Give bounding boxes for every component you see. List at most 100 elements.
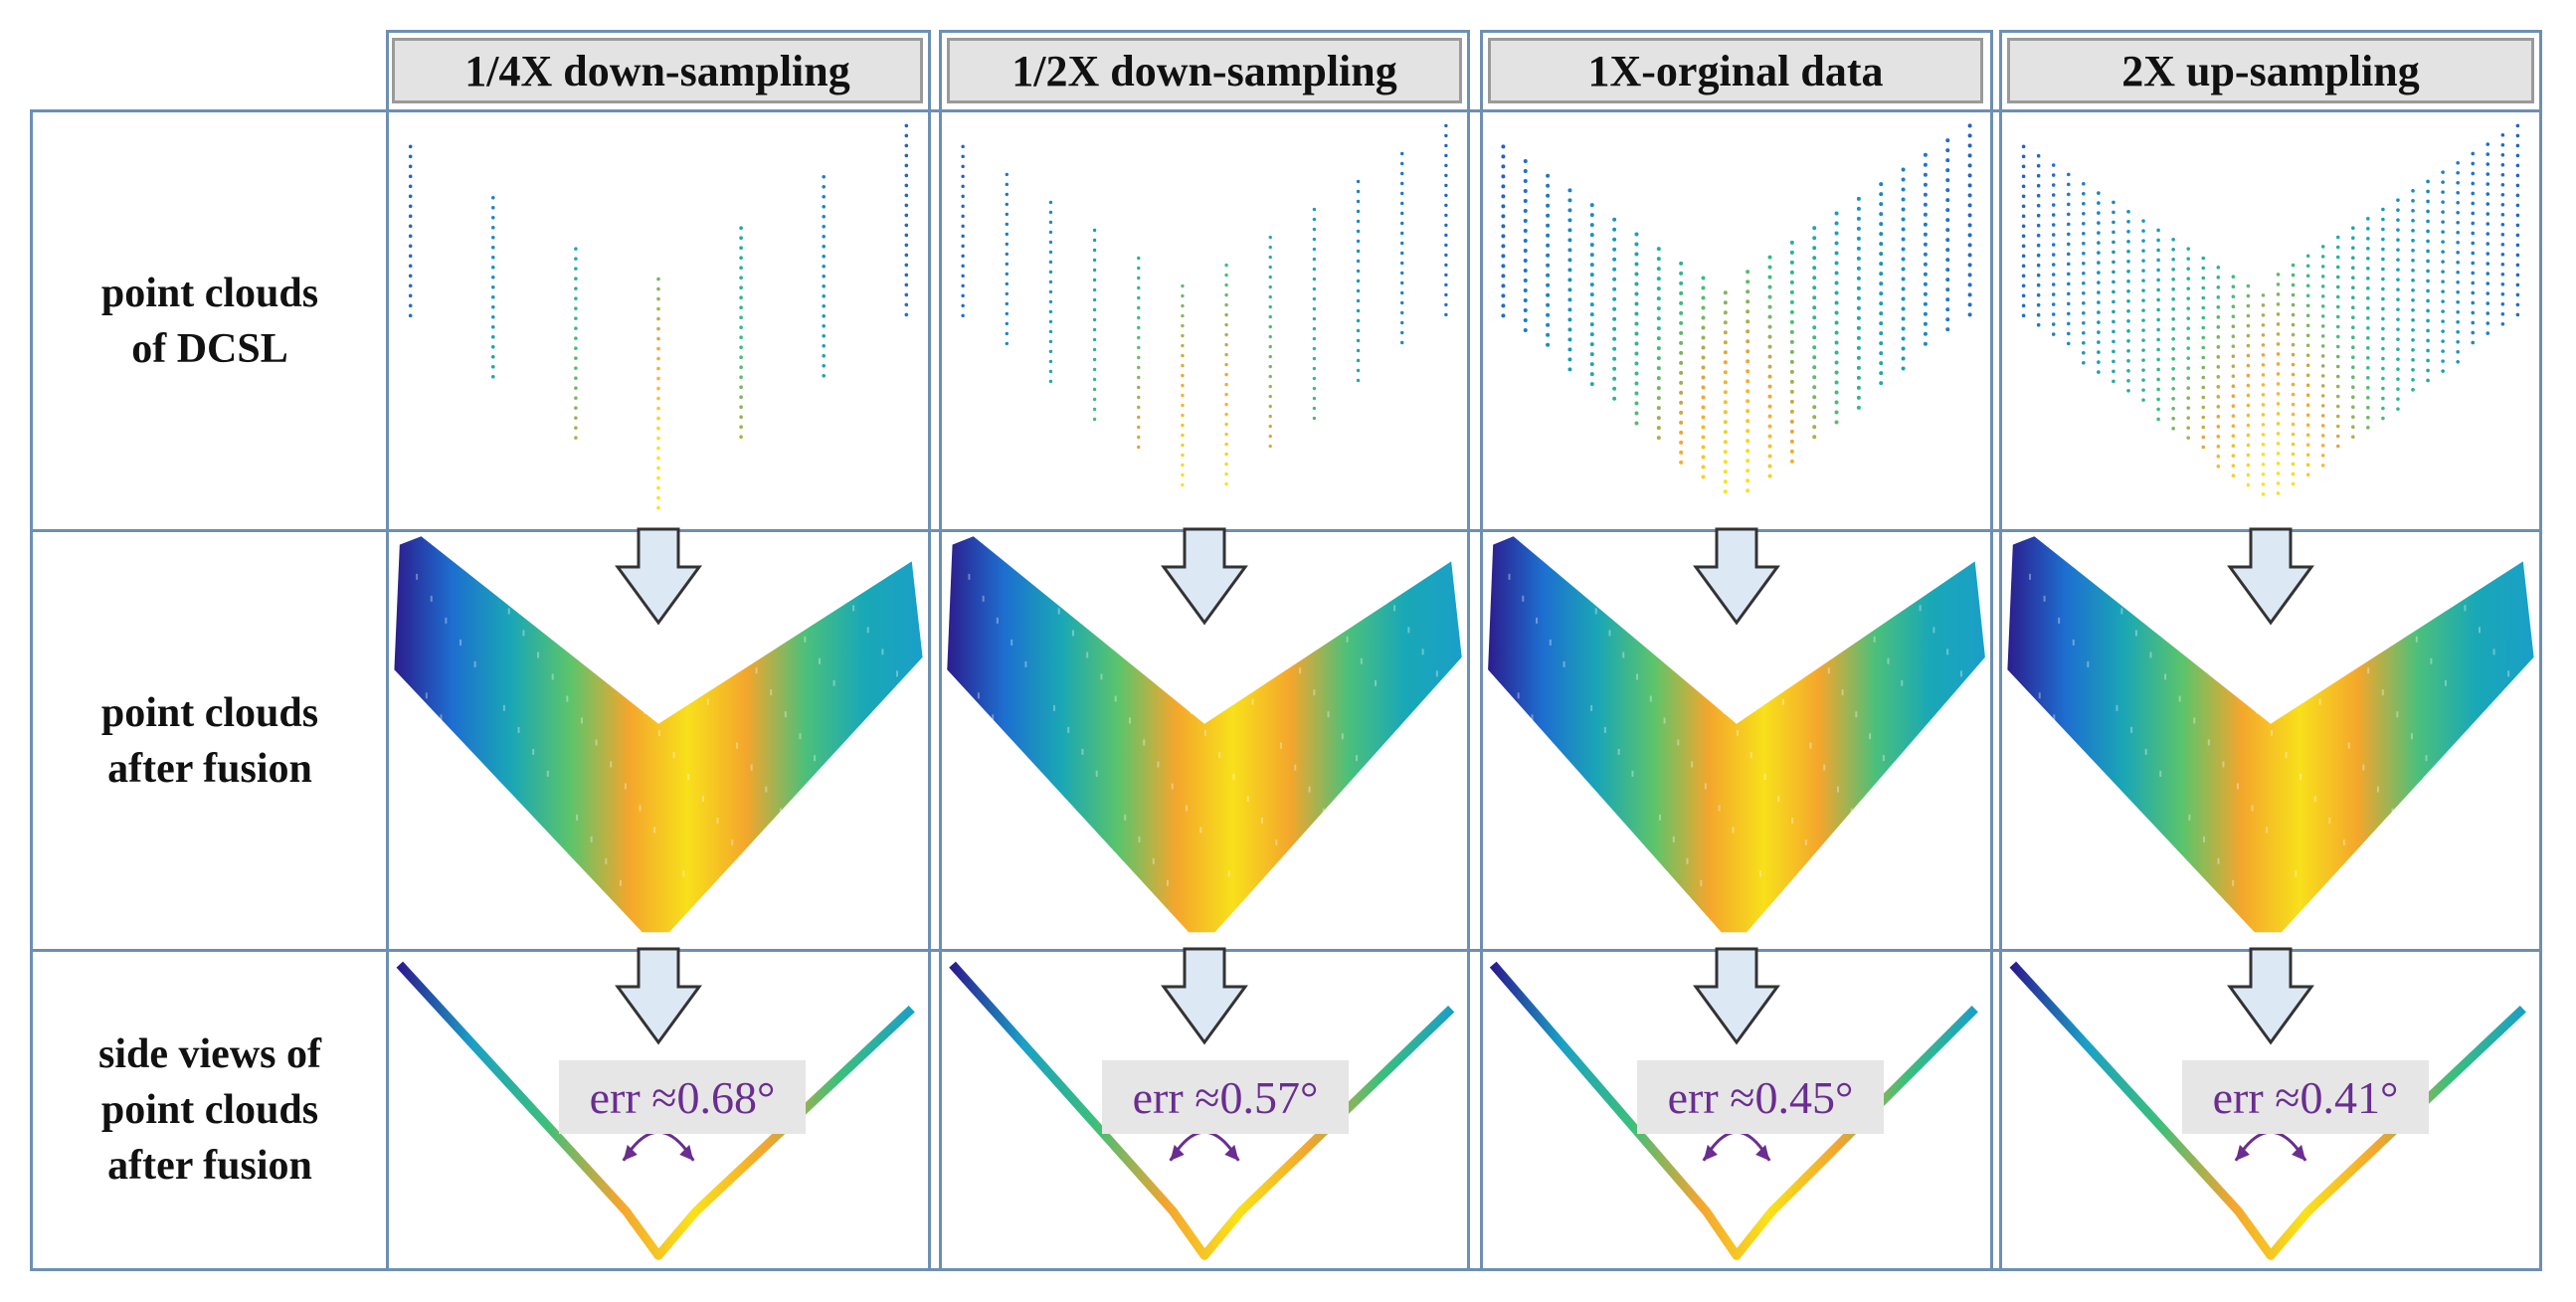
cloud-point xyxy=(822,185,827,189)
surface-speckle xyxy=(2483,842,2485,849)
cloud-point xyxy=(2231,304,2236,308)
cloud-point xyxy=(1356,348,1361,353)
cloud-point xyxy=(2246,423,2251,428)
cloud-point xyxy=(2276,292,2281,296)
surface-speckle xyxy=(2222,761,2225,768)
cloud-point xyxy=(2231,364,2236,368)
cloud-point xyxy=(904,273,909,278)
surface-speckle xyxy=(1232,774,1235,781)
cloud-point xyxy=(1181,472,1185,477)
cloud-point xyxy=(2097,211,2101,215)
cloud-point xyxy=(2186,416,2190,420)
cloud-point xyxy=(2515,143,2520,148)
cloud-point xyxy=(1879,212,1884,217)
cloud-point xyxy=(1812,415,1817,420)
row-label-line: side views of xyxy=(98,1031,321,1077)
cloud-point xyxy=(2216,465,2221,468)
cloud-point xyxy=(2471,280,2476,285)
cloud-point xyxy=(2471,221,2476,226)
cloud-point xyxy=(1656,416,1661,421)
sparse-point-cloud xyxy=(1501,123,1972,494)
cloud-point xyxy=(1137,345,1141,350)
cloud-point xyxy=(1767,255,1772,260)
cloud-point xyxy=(2426,358,2430,363)
cloud-point xyxy=(1746,349,1750,354)
cloud-point xyxy=(2186,356,2190,360)
cloud-point xyxy=(1181,293,1185,298)
cloud-point xyxy=(739,315,743,320)
cloud-point xyxy=(2112,379,2116,384)
cloud-point xyxy=(656,456,660,461)
cloud-point xyxy=(1879,311,1884,316)
cloud-point xyxy=(1812,315,1817,320)
cloud-point xyxy=(2201,405,2206,410)
cloud-point xyxy=(1923,281,1928,286)
surface-speckle xyxy=(1246,796,1249,803)
cloud-point xyxy=(2066,311,2071,316)
cloud-point xyxy=(1634,361,1639,366)
cloud-point xyxy=(2500,152,2505,157)
cloud-point xyxy=(1092,377,1097,382)
surface-speckle xyxy=(1289,861,1292,868)
cloud-point xyxy=(2261,423,2266,427)
surface-speckle xyxy=(701,796,704,803)
cloud-point xyxy=(739,246,743,251)
cloud-point xyxy=(2366,376,2370,380)
cloud-point xyxy=(961,174,965,179)
down-arrow xyxy=(1161,527,1248,626)
cloud-point xyxy=(2456,190,2460,195)
surface-speckle xyxy=(460,639,462,646)
cloud-point xyxy=(1356,259,1361,264)
cloud-point xyxy=(2021,303,2026,308)
cloud-point xyxy=(2335,434,2340,439)
cloud-point xyxy=(1612,376,1617,381)
cloud-point xyxy=(904,292,909,297)
cloud-point xyxy=(1356,189,1361,194)
cloud-point xyxy=(1567,278,1572,282)
surface-speckle xyxy=(2139,845,2142,852)
cloud-point xyxy=(2186,267,2190,271)
cloud-point xyxy=(1005,232,1009,237)
cloud-point xyxy=(1612,316,1617,321)
cloud-point xyxy=(1567,248,1572,253)
surface-speckle xyxy=(692,676,695,683)
cloud-point xyxy=(1612,296,1617,301)
surface-speckle xyxy=(2144,748,2147,755)
surface-speckle xyxy=(440,714,443,721)
cloud-point xyxy=(2396,367,2400,371)
surface-speckle xyxy=(473,660,476,667)
cloud-point xyxy=(1945,248,1950,253)
surface-speckle xyxy=(1204,730,1206,737)
cloud-point xyxy=(1092,258,1097,263)
surface-speckle xyxy=(502,704,505,711)
cloud-point xyxy=(2261,363,2266,367)
cloud-point xyxy=(2246,463,2251,467)
cloud-point xyxy=(2515,243,2520,248)
arc-arrowhead xyxy=(1170,1144,1185,1161)
surface-speckle xyxy=(2507,670,2510,677)
cloud-point xyxy=(2291,452,2296,457)
cloud-point xyxy=(2261,472,2266,476)
cloud-point xyxy=(1444,203,1448,208)
cloud-point xyxy=(1812,345,1817,350)
cloud-point xyxy=(2141,269,2145,273)
cloud-point xyxy=(2426,328,2430,333)
cloud-point xyxy=(1444,263,1448,268)
cloud-point xyxy=(2036,302,2041,307)
cloud-point xyxy=(822,284,827,288)
cloud-point xyxy=(904,203,909,208)
surface-speckle xyxy=(731,839,734,846)
error-value: err ≈0.68° xyxy=(589,1071,776,1123)
cloud-point xyxy=(739,345,743,350)
cloud-point xyxy=(1268,284,1272,289)
cloud-point xyxy=(1834,300,1839,305)
cloud-point xyxy=(1224,422,1228,427)
cloud-point xyxy=(1967,253,1972,258)
surface-speckle xyxy=(1950,864,1953,871)
cloud-point xyxy=(1092,228,1097,233)
cloud-point xyxy=(2261,343,2266,347)
cloud-point xyxy=(2276,312,2281,316)
cloud-point xyxy=(2156,258,2160,263)
cloud-point xyxy=(1634,381,1639,386)
cloud-point xyxy=(1767,454,1772,459)
